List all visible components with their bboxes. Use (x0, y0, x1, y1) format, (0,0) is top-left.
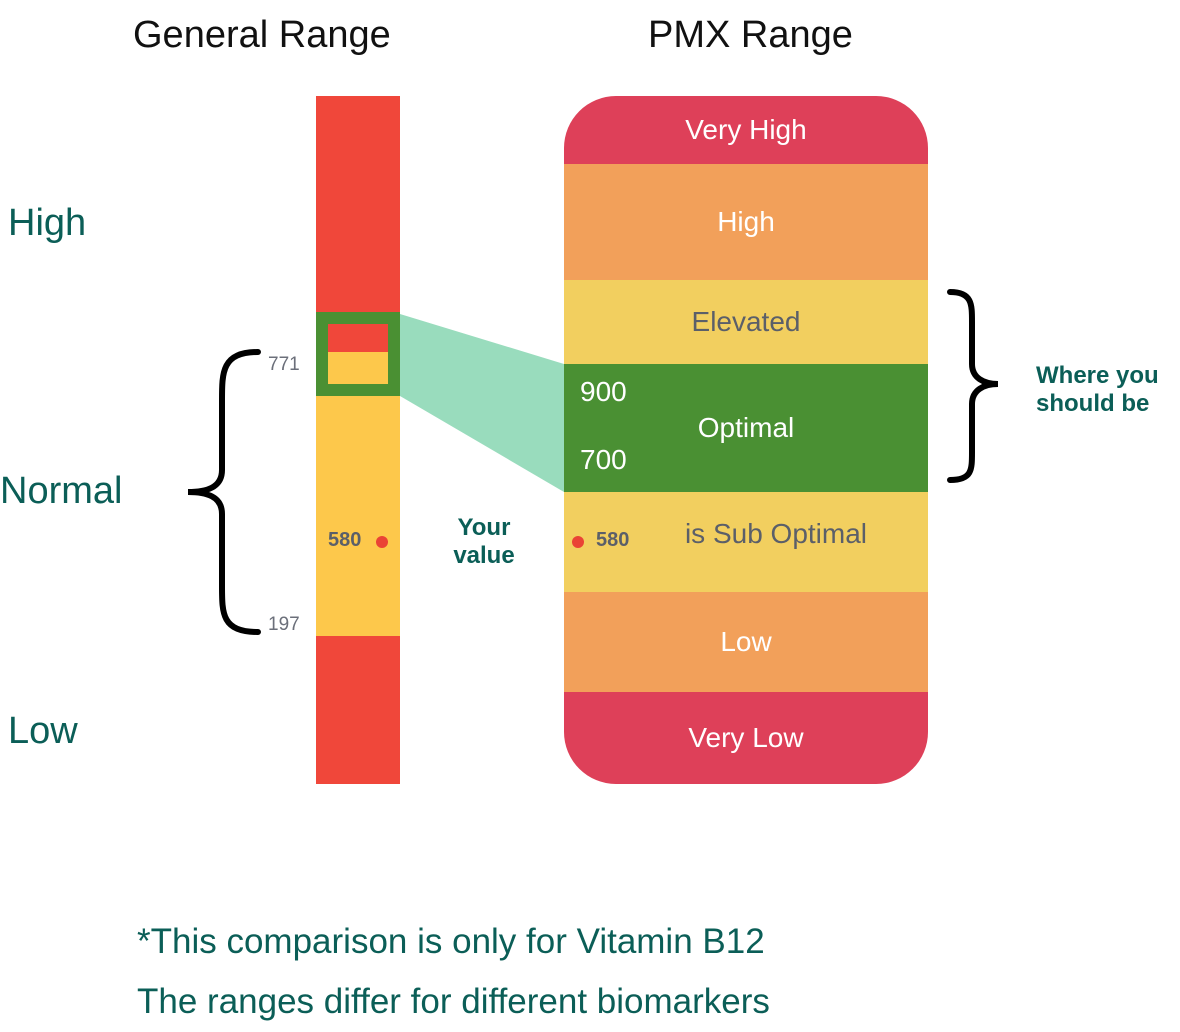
band-low-label: Low (720, 626, 772, 657)
band-very-high: Very High (564, 96, 928, 164)
general-value-label: 580 (328, 529, 362, 551)
your-value-label: Your value (440, 514, 528, 570)
zoom-inner-red (328, 324, 388, 352)
band-sub-optimal-label: is Sub Optimal (684, 518, 868, 549)
band-optimal: Optimal (564, 364, 928, 492)
general-range-title: General Range (133, 14, 391, 56)
lower-limit-tick: 197 (268, 614, 300, 635)
zoom-connector (400, 314, 564, 492)
footnote-biomarkers: The ranges differ for different biomarke… (137, 982, 770, 1021)
optimal-range-brace (947, 289, 999, 483)
band-elevated: Elevated (564, 280, 928, 364)
zoom-inner-yellow (328, 352, 388, 384)
optimal-upper-bound: 900 (580, 376, 627, 407)
zoom-highlight-box (316, 312, 400, 396)
where-you-should-be-label: Where you should be (1036, 362, 1159, 418)
pmx-range-title: PMX Range (648, 14, 853, 56)
general-range-bar (316, 96, 400, 784)
band-sub-optimal: is Sub Optimal (564, 492, 928, 592)
band-very-high-label: Very High (685, 114, 807, 145)
where-line-2: should be (1036, 390, 1150, 417)
footnote-vitamin-b12: *This comparison is only for Vitamin B12 (137, 922, 765, 961)
pmx-value-label: 580 (596, 529, 630, 551)
band-optimal-label: Optimal (697, 412, 795, 443)
your-value-line-2: value (453, 542, 515, 569)
band-high-label: High (717, 206, 775, 237)
band-low: Low (564, 592, 928, 692)
where-line-1: Where you (1036, 362, 1159, 389)
normal-label: Normal (0, 470, 123, 512)
upper-limit-tick: 771 (268, 354, 300, 375)
band-elevated-label: Elevated (691, 306, 801, 337)
general-value-dot (376, 536, 388, 548)
band-very-low: Very Low (564, 692, 928, 784)
band-high: High (564, 164, 928, 280)
high-label: High (8, 202, 87, 244)
optimal-lower-bound: 700 (580, 444, 627, 475)
normal-range-brace (187, 349, 261, 635)
pmx-value-dot (572, 536, 584, 548)
your-value-line-1: Your (457, 514, 511, 541)
band-very-low-label: Very Low (688, 722, 804, 753)
low-label: Low (8, 710, 78, 752)
